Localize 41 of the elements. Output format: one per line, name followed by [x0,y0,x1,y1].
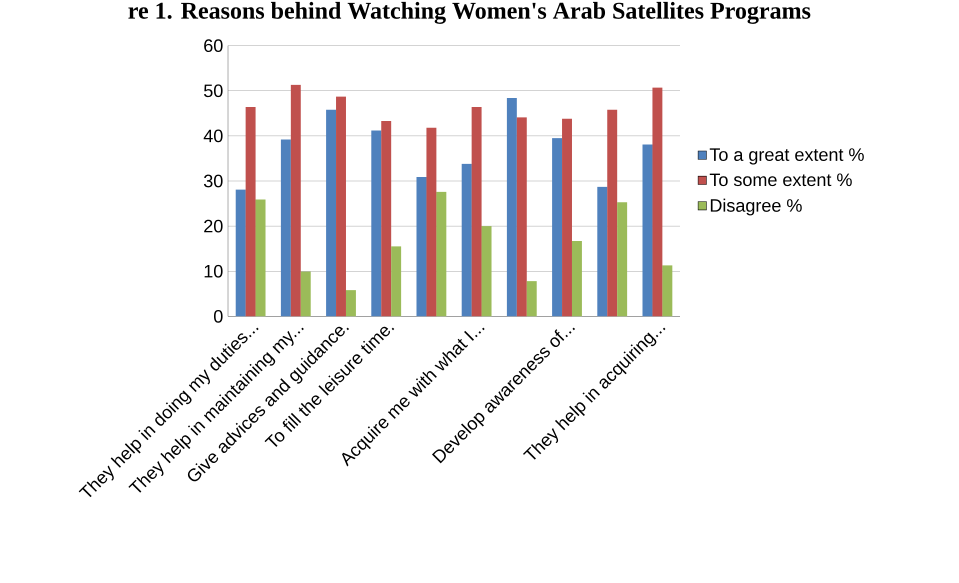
bar [391,246,402,316]
y-tick-label: 50 [204,84,223,98]
bar [472,107,482,316]
y-tick-label: 10 [204,264,223,278]
y-tick-label: 20 [204,220,223,232]
bar [462,164,472,316]
bar [256,200,266,316]
y-tick-label: 30 [204,174,223,188]
bar [607,110,618,316]
legend-label: To some extent % [710,173,852,186]
bar [436,192,446,316]
bar [290,84,301,316]
bar [562,118,572,316]
bar [416,176,426,316]
bar [236,190,246,316]
bar [597,186,608,316]
y-tick-label: 60 [204,39,223,52]
legend-label: Disagree % [710,198,802,216]
bar [652,88,662,316]
bar [482,226,492,316]
bar [280,140,291,316]
bar [371,130,382,316]
bar [662,265,672,316]
bar [326,110,336,316]
bar [516,117,527,316]
bar [617,202,628,316]
bar [642,144,652,316]
bar [336,96,346,316]
bar [526,281,537,316]
chart-title: re 1. Reasons behind Watching Women's Arab Satellites Programs [128,2,810,24]
bar [506,98,517,316]
bar [552,138,562,316]
bar [346,290,356,316]
bar [426,128,436,316]
bar [300,272,311,316]
bar [246,107,256,316]
legend-label: To a great extent % [710,148,864,165]
bar [381,121,392,316]
bar [572,240,582,316]
y-tick-label: 40 [204,130,223,142]
y-tick-label: 0 [214,310,223,323]
